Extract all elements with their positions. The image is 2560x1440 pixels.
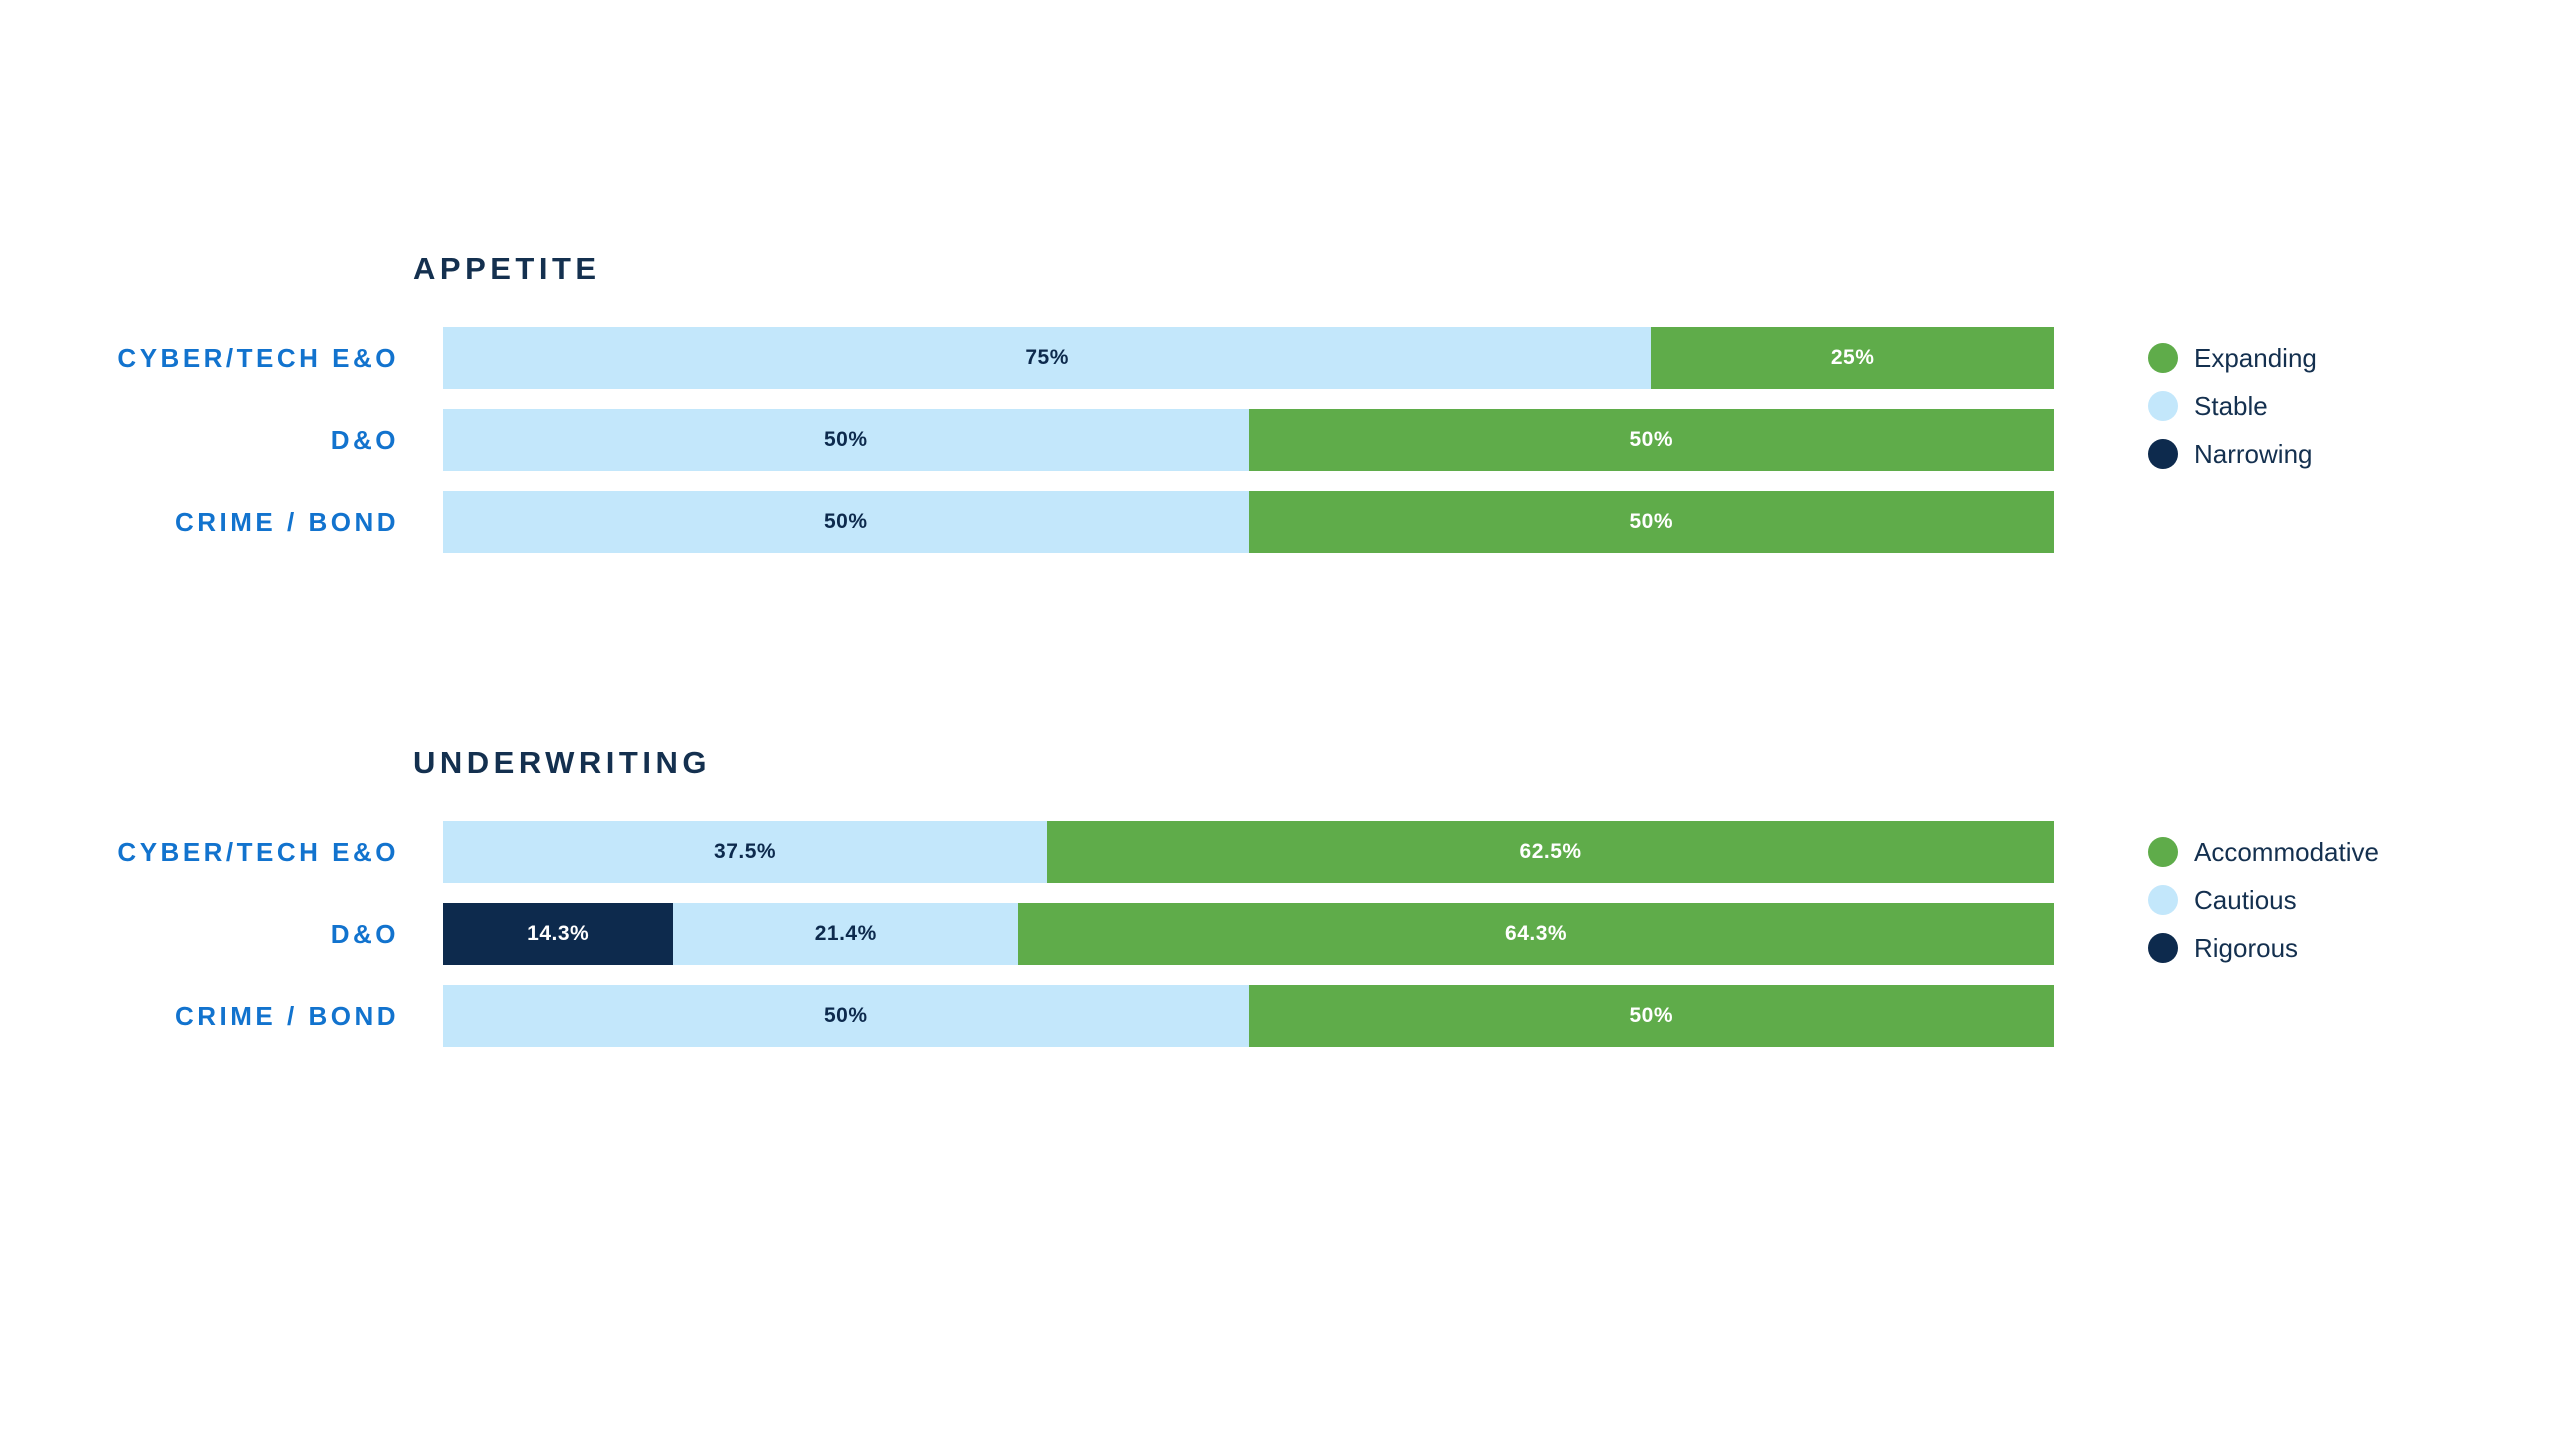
legend-color-dot	[2148, 391, 2178, 421]
segment-stable: 50%	[443, 491, 1249, 553]
bar-rows: CYBER/TECH E&O 37.5% 62.5% D&O 14.3% 21.4% 64.…	[0, 821, 2560, 1047]
stacked-bar: 75% 25%	[443, 327, 2054, 389]
segment-cautious: 21.4%	[673, 903, 1019, 965]
category-label: D&O	[330, 918, 399, 949]
segment-expanding: 50%	[1248, 409, 2054, 471]
legend: Expanding Stable Narrowing	[2148, 334, 2317, 478]
bar-row-cyber-tech-e-o: CYBER/TECH E&O 37.5% 62.5%	[0, 821, 2560, 883]
segment-value-label: 14.3%	[527, 922, 590, 945]
stacked-bar: 50% 50%	[443, 985, 2054, 1047]
category-label: D&O	[330, 424, 399, 455]
segment-stable: 75%	[443, 327, 1652, 389]
legend-label: Narrowing	[2194, 438, 2313, 469]
bar-row-crime-bond: CRIME / BOND 50% 50%	[0, 985, 2560, 1047]
segment-value-label: 50%	[823, 510, 868, 533]
segment-stable: 50%	[443, 409, 1249, 471]
legend-item-narrowing: Narrowing	[2148, 430, 2317, 478]
bar-rows: CYBER/TECH E&O 75% 25% D&O 50% 50% CRIME / BON…	[0, 327, 2560, 553]
legend: Accommodative Cautious Rigorous	[2148, 828, 2379, 972]
legend-label: Expanding	[2194, 342, 2317, 373]
segment-value-label: 50%	[823, 428, 868, 451]
bar-row-cyber-tech-e-o: CYBER/TECH E&O 75% 25%	[0, 327, 2560, 389]
segment-value-label: 21.4%	[814, 922, 877, 945]
segment-value-label: 50%	[1629, 428, 1674, 451]
stacked-bar: 50% 50%	[443, 491, 2054, 553]
appetite-chart: APPETITE CYBER/TECH E&O 75% 25% D&O 50% 50% CR…	[0, 248, 2560, 553]
category-label: CYBER/TECH E&O	[117, 342, 399, 373]
segment-accommodative: 62.5%	[1047, 821, 2054, 883]
segment-expanding: 50%	[1248, 491, 2054, 553]
underwriting-chart: UNDERWRITING CYBER/TECH E&O 37.5% 62.5% D&O…	[0, 742, 2560, 1047]
legend-item-accommodative: Accommodative	[2148, 828, 2379, 876]
chart-title: APPETITE	[413, 251, 601, 286]
segment-expanding: 25%	[1651, 327, 2054, 389]
segment-cautious: 37.5%	[443, 821, 1048, 883]
legend-item-stable: Stable	[2148, 382, 2317, 430]
segment-rigorous: 14.3%	[443, 903, 674, 965]
category-label: CRIME / BOND	[175, 506, 399, 537]
segment-accommodative: 64.3%	[1018, 903, 2054, 965]
segment-value-label: 25%	[1830, 346, 1875, 369]
bar-row-d-o: D&O 14.3% 21.4% 64.3%	[0, 903, 2560, 965]
stacked-bar: 14.3% 21.4% 64.3%	[443, 903, 2054, 965]
segment-accommodative: 50%	[1248, 985, 2054, 1047]
stacked-bar: 37.5% 62.5%	[443, 821, 2054, 883]
legend-item-expanding: Expanding	[2148, 334, 2317, 382]
legend-color-dot	[2148, 837, 2178, 867]
legend-color-dot	[2148, 933, 2178, 963]
bar-row-crime-bond: CRIME / BOND 50% 50%	[0, 491, 2560, 553]
segment-value-label: 37.5%	[714, 840, 777, 863]
category-label: CYBER/TECH E&O	[117, 836, 399, 867]
legend-color-dot	[2148, 885, 2178, 915]
legend-label: Stable	[2194, 390, 2268, 421]
segment-value-label: 64.3%	[1505, 922, 1568, 945]
segment-value-label: 50%	[1629, 510, 1674, 533]
legend-label: Cautious	[2194, 884, 2297, 915]
chart-title: UNDERWRITING	[413, 745, 711, 780]
segment-cautious: 50%	[443, 985, 1249, 1047]
legend-item-rigorous: Rigorous	[2148, 924, 2379, 972]
legend-color-dot	[2148, 439, 2178, 469]
category-label: CRIME / BOND	[175, 1000, 399, 1031]
segment-value-label: 62.5%	[1519, 840, 1582, 863]
bar-row-d-o: D&O 50% 50%	[0, 409, 2560, 471]
segment-value-label: 50%	[823, 1004, 868, 1027]
legend-color-dot	[2148, 343, 2178, 373]
segment-value-label: 75%	[1025, 346, 1069, 369]
legend-label: Rigorous	[2194, 932, 2299, 963]
legend-item-cautious: Cautious	[2148, 876, 2379, 924]
legend-label: Accommodative	[2194, 836, 2379, 867]
segment-value-label: 50%	[1629, 1004, 1674, 1027]
stacked-bar: 50% 50%	[443, 409, 2054, 471]
